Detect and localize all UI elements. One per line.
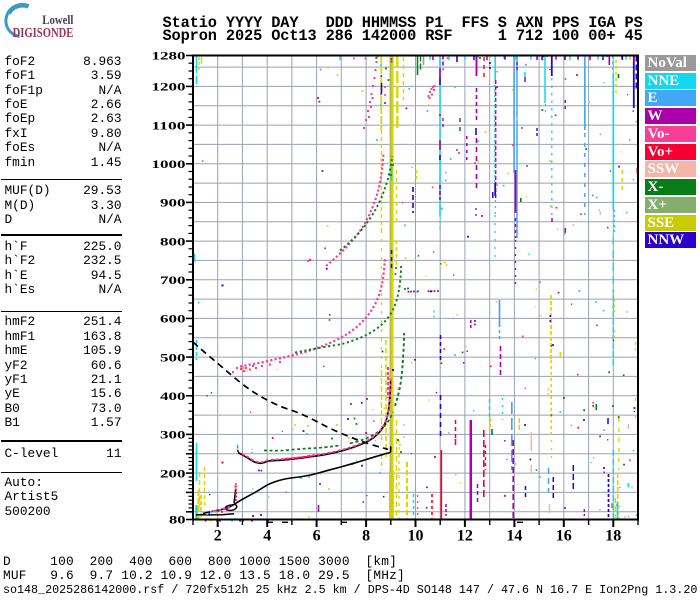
svg-text:DIGISONDE: DIGISONDE — [13, 25, 74, 40]
svg-text:4: 4 — [263, 528, 271, 545]
svg-text:14: 14 — [506, 528, 522, 545]
svg-text:12: 12 — [457, 528, 473, 545]
svg-text:500: 500 — [160, 350, 186, 364]
svg-text:600: 600 — [160, 312, 186, 326]
svg-text:700: 700 — [160, 273, 186, 287]
svg-text:900: 900 — [160, 196, 186, 210]
svg-text:400: 400 — [160, 389, 186, 403]
svg-text:16: 16 — [556, 528, 572, 545]
svg-text:10: 10 — [408, 528, 424, 545]
svg-text:800: 800 — [160, 234, 186, 248]
svg-text:1000: 1000 — [152, 157, 186, 171]
svg-text:6: 6 — [313, 528, 321, 545]
svg-text:8: 8 — [362, 528, 370, 545]
svg-text:1100: 1100 — [152, 118, 186, 132]
svg-text:1280: 1280 — [152, 49, 186, 63]
svg-text:80: 80 — [169, 513, 186, 527]
svg-text:200: 200 — [160, 466, 186, 480]
svg-text:300: 300 — [160, 428, 186, 442]
svg-text:1200: 1200 — [152, 80, 186, 94]
svg-text:18: 18 — [605, 528, 621, 545]
svg-text:Lowell: Lowell — [42, 13, 73, 27]
svg-text:2: 2 — [214, 528, 222, 545]
